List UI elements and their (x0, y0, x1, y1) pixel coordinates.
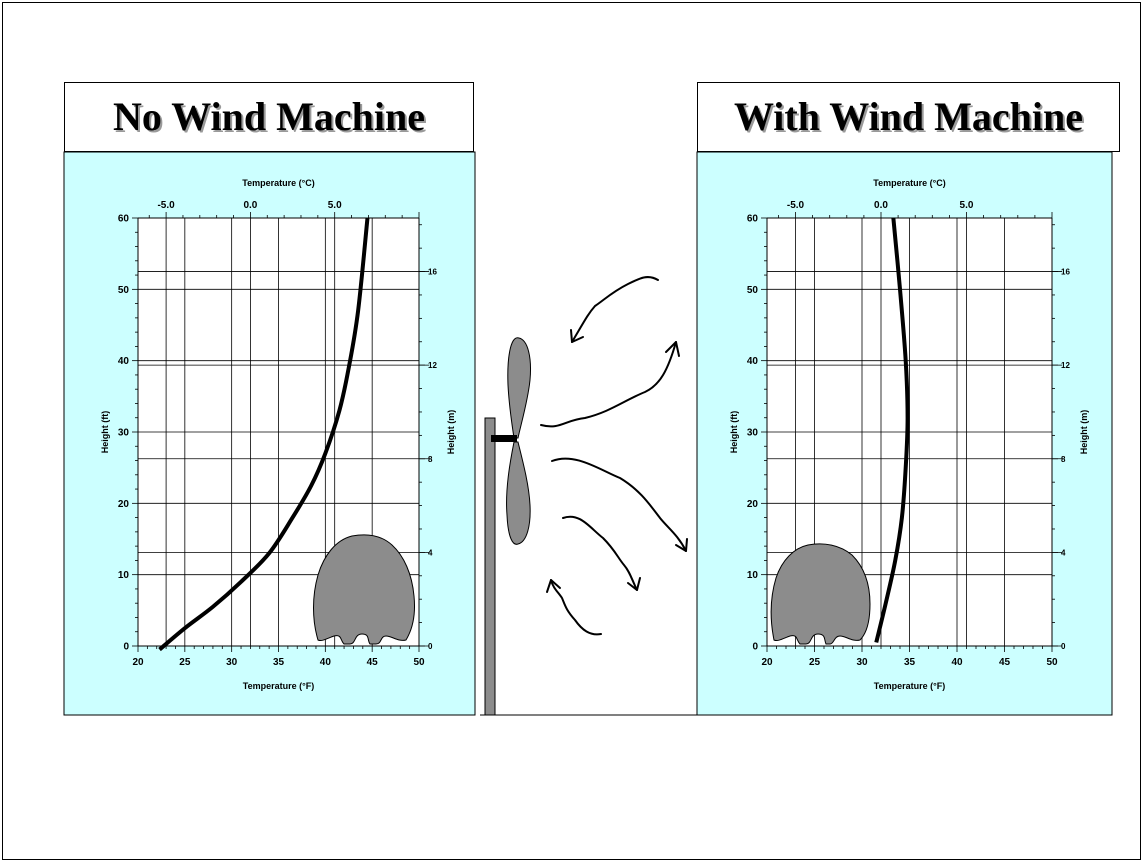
lower-blade-shape (506, 441, 531, 545)
temperature-profile-line (874, 217, 910, 643)
y-tick-label: 0 (752, 642, 758, 653)
x-tick-label: 50 (413, 657, 425, 668)
x-axis-label: Temperature (°F) (243, 681, 314, 691)
x-tick-label: 40 (320, 657, 332, 668)
y2-tick-label: 4 (428, 548, 433, 557)
air-flow-arrow (550, 579, 602, 636)
air-flow-arrow (551, 457, 687, 552)
y-tick-label: 10 (118, 570, 130, 581)
x2-axis-label: Temperature (°C) (873, 178, 945, 188)
wind-machine-pole (484, 417, 496, 716)
x-tick-label: 50 (1046, 657, 1058, 668)
x-tick-label: 45 (367, 657, 379, 668)
tree-icon (313, 534, 415, 645)
y2-tick-label: 8 (1061, 455, 1066, 464)
y-tick-label: 40 (747, 356, 759, 367)
x-tick-label: 25 (809, 657, 821, 668)
x-tick-label: 20 (132, 657, 144, 668)
temperature-profile-line (158, 217, 370, 652)
x-tick-label: 30 (226, 657, 238, 668)
arrow-head (675, 538, 688, 552)
y-tick-label: 20 (747, 499, 759, 510)
tree-icon (770, 543, 871, 645)
y-tick-label: 0 (123, 642, 129, 653)
x2-axis-label: Temperature (°C) (242, 178, 314, 188)
y-axis-label: Height (ft) (729, 411, 739, 454)
y2-axis-label: Height (m) (446, 410, 456, 455)
x-tick-label: 45 (999, 657, 1011, 668)
x-tick-label: 40 (951, 657, 963, 668)
x-tick-label: 35 (904, 657, 916, 668)
panel-title-with-wind-machine: With Wind Machine (697, 82, 1120, 152)
upper-blade-shape (507, 337, 531, 439)
x2-tick-label: -5.0 (787, 200, 805, 211)
y-tick-label: 40 (118, 356, 130, 367)
y-tick-label: 60 (118, 214, 130, 225)
arrow-head (627, 577, 641, 591)
wind-machine (484, 337, 531, 716)
y2-tick-label: 4 (1061, 548, 1066, 557)
arrow-head (665, 341, 680, 357)
y-tick-label: 50 (747, 285, 759, 296)
arrow-head (546, 579, 561, 593)
y-tick-label: 30 (118, 428, 130, 439)
arrow-head (570, 329, 584, 343)
y2-axis-label: Height (m) (1079, 410, 1089, 455)
x-tick-label: 30 (856, 657, 868, 668)
y2-tick-label: 12 (1061, 361, 1070, 370)
x2-tick-label: 0.0 (874, 200, 888, 211)
y-tick-label: 60 (747, 214, 759, 225)
y2-tick-label: 12 (428, 361, 437, 370)
x-axis-label: Temperature (°F) (874, 681, 945, 691)
y2-tick-label: 0 (1061, 642, 1066, 651)
air-flow-arrows (540, 276, 688, 636)
y2-tick-label: 16 (428, 268, 437, 277)
x2-tick-label: 5.0 (328, 200, 342, 211)
air-flow-arrow (562, 515, 638, 591)
y2-tick-label: 8 (428, 455, 433, 464)
x-tick-label: 25 (179, 657, 191, 668)
y-tick-label: 50 (118, 285, 130, 296)
air-flow-arrow (571, 276, 659, 343)
x2-tick-label: 5.0 (960, 200, 974, 211)
x2-tick-label: 0.0 (243, 200, 257, 211)
y-tick-label: 10 (747, 570, 759, 581)
air-flow-arrow (540, 341, 677, 428)
x-tick-label: 35 (273, 657, 285, 668)
x2-tick-label: -5.0 (157, 200, 175, 211)
y-tick-label: 30 (747, 428, 759, 439)
y-axis-label: Height (ft) (100, 411, 110, 454)
wind-machine-hub (491, 435, 517, 442)
panel-title-no-wind-machine: No Wind Machine (64, 82, 474, 152)
x-tick-label: 20 (761, 657, 773, 668)
y2-tick-label: 16 (1061, 268, 1070, 277)
y-tick-label: 20 (118, 499, 130, 510)
y2-tick-label: 0 (428, 642, 433, 651)
